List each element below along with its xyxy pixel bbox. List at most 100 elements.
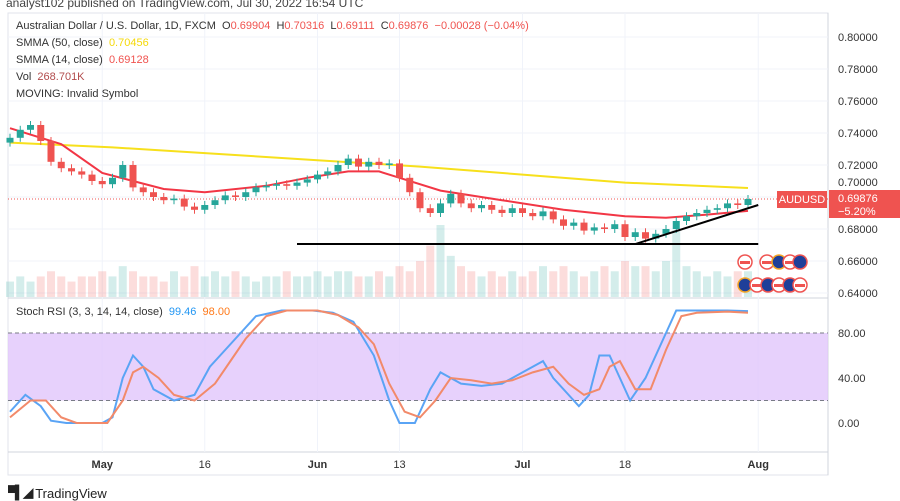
candle-body bbox=[498, 209, 506, 213]
candle-body bbox=[78, 171, 86, 175]
symbol-title[interactable]: Australian Dollar / U.S. Dollar, 1D, FXC… bbox=[16, 20, 216, 32]
symbol-tag-label: AUDUSD bbox=[779, 194, 826, 206]
vol-value: 268.701K bbox=[37, 71, 85, 83]
price-tick-label: 0.72000 bbox=[838, 160, 878, 172]
smma50-legend[interactable]: SMMA (50, close) 0.70456 bbox=[16, 37, 149, 49]
candle-body bbox=[385, 163, 393, 165]
stoch-d-line bbox=[9, 309, 749, 424]
volume-bar bbox=[313, 271, 322, 297]
candle-body bbox=[467, 203, 475, 209]
volume-bar bbox=[610, 271, 619, 297]
volume-bar bbox=[262, 276, 271, 297]
candle-body bbox=[334, 165, 342, 172]
candle-body bbox=[642, 232, 649, 239]
published-header: analyst102 published on TradingView.com,… bbox=[6, 0, 364, 10]
candle-body bbox=[6, 137, 14, 143]
volume-bar bbox=[323, 276, 332, 297]
flag-stripe bbox=[752, 284, 762, 287]
candle-body bbox=[396, 163, 403, 178]
stoch-d-value: 98.00 bbox=[202, 306, 231, 318]
candle-body bbox=[211, 200, 219, 205]
volume-bar bbox=[47, 271, 55, 297]
moving-legend[interactable]: MOVING: Invalid Symbol bbox=[16, 88, 139, 100]
volume-bar bbox=[139, 276, 148, 297]
volume-legend[interactable]: Vol 268.701K bbox=[16, 71, 85, 83]
candle-body bbox=[478, 205, 485, 209]
candle-body bbox=[273, 184, 280, 186]
volume-bar bbox=[26, 281, 35, 297]
candle-body bbox=[119, 165, 127, 178]
price-tag-value: 0.69876 bbox=[838, 193, 878, 205]
candle-body bbox=[160, 197, 168, 201]
volume-bar bbox=[641, 266, 650, 297]
volume-bar bbox=[682, 266, 691, 297]
volume-bar bbox=[539, 266, 547, 297]
smma14-legend[interactable]: SMMA (14, close) 0.69128 bbox=[16, 54, 149, 66]
volume-bar bbox=[498, 276, 506, 297]
stoch-rsi-legend[interactable]: Stoch RSI (3, 3, 14, 14, close) 99.46 98… bbox=[16, 306, 230, 318]
close-label: C bbox=[380, 20, 389, 32]
volume-bar bbox=[118, 266, 127, 297]
volume-bar bbox=[211, 271, 219, 297]
volume-bar bbox=[395, 266, 404, 297]
price-tick-label: 0.64000 bbox=[838, 288, 878, 300]
volume-bar bbox=[272, 276, 281, 297]
candle-body bbox=[631, 232, 639, 237]
volume-bar bbox=[723, 276, 732, 297]
candle-body bbox=[170, 198, 178, 201]
volume-bar bbox=[170, 271, 178, 297]
smma14-value: 0.69128 bbox=[108, 54, 149, 66]
candle-body bbox=[344, 158, 352, 165]
open-value: 0.69904 bbox=[230, 20, 271, 32]
candle-body bbox=[37, 125, 45, 141]
price-tick-label: 0.76000 bbox=[838, 96, 878, 108]
low-value: 0.69111 bbox=[336, 20, 375, 32]
high-value: 0.70316 bbox=[284, 20, 325, 32]
candle-body bbox=[221, 195, 229, 201]
price-tick-label: 0.66000 bbox=[838, 256, 878, 268]
candle-body bbox=[293, 182, 301, 186]
price-tick-label: 0.74000 bbox=[838, 128, 878, 140]
change-value: −0.00028 (−0.04%) bbox=[434, 20, 529, 32]
volume-bar bbox=[241, 276, 250, 297]
volume-bar bbox=[16, 276, 25, 297]
stoch-k-value: 99.46 bbox=[168, 306, 197, 318]
candle-body bbox=[68, 168, 75, 172]
candle-body bbox=[672, 221, 680, 229]
low-label: L bbox=[330, 20, 337, 32]
volume-bar bbox=[282, 271, 291, 297]
candle-body bbox=[365, 161, 373, 167]
symbol-tag bbox=[777, 191, 827, 208]
flag-stripe bbox=[740, 261, 750, 264]
volume-bar bbox=[190, 266, 199, 297]
volume-bar bbox=[344, 271, 353, 297]
candle-body bbox=[252, 187, 260, 193]
candle-body bbox=[488, 205, 496, 210]
volume-bar bbox=[559, 266, 568, 297]
candle-body bbox=[693, 213, 701, 217]
trend-line[interactable] bbox=[634, 204, 759, 245]
volume-bar bbox=[200, 276, 209, 297]
candle-body bbox=[457, 193, 465, 204]
volume-bar bbox=[180, 276, 189, 297]
candle-body bbox=[508, 208, 516, 213]
volume-bar bbox=[149, 276, 158, 297]
candle-body bbox=[355, 158, 362, 167]
volume-bar bbox=[77, 276, 86, 297]
candle-body bbox=[683, 216, 690, 221]
close-value: 0.69876 bbox=[388, 20, 429, 32]
volume-bar bbox=[405, 271, 414, 297]
time-tick-label: Jun bbox=[308, 459, 328, 471]
volume-bar bbox=[477, 276, 486, 297]
volume-bar bbox=[446, 255, 455, 297]
volume-bar bbox=[129, 271, 137, 297]
time-tick-label: Jul bbox=[515, 459, 531, 471]
candle-body bbox=[201, 205, 209, 210]
price-tick-label: 0.70000 bbox=[838, 177, 878, 189]
time-tick-label: Aug bbox=[748, 459, 769, 471]
tradingview-brand[interactable]: ▀▍◢ TradingView bbox=[8, 485, 107, 501]
price-tag bbox=[829, 190, 900, 218]
au-flag-event-icon[interactable] bbox=[792, 254, 808, 270]
volume-bar bbox=[98, 271, 107, 297]
